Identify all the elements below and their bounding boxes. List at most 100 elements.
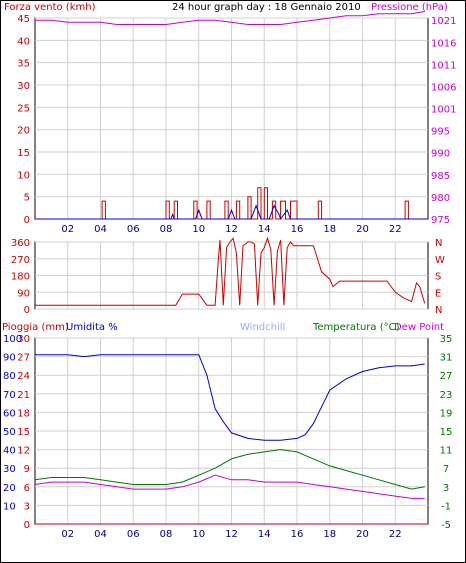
rain-tick-label: 27: [17, 353, 30, 364]
hour-tick-label: 16: [291, 529, 304, 540]
pressure-tick-label: 1016: [431, 38, 456, 49]
compass-tick-label: W: [435, 255, 445, 266]
temperature-tick-label: -5: [441, 520, 451, 531]
pressure-tick-label: 1021: [431, 16, 456, 27]
compass-tick-label: N: [435, 305, 442, 316]
rain-tick-label: 12: [17, 446, 30, 457]
rain-tick-label: 9: [24, 464, 30, 475]
rain-axis-title: Pioggia (mm): [2, 322, 69, 333]
wind-tick-label: 0: [24, 215, 30, 226]
series-line: [35, 354, 425, 441]
humidity-tick-label: 20: [3, 483, 16, 494]
wind-tick-label: 10: [17, 170, 30, 181]
hour-tick-label: 06: [127, 529, 140, 540]
rain-tick-label: 3: [24, 501, 30, 512]
rain-tick-label: 6: [24, 483, 30, 494]
rain-tick-label: 30: [17, 334, 30, 345]
hour-tick-label: 10: [192, 529, 205, 540]
chart-title: 24 hour graph day : 18 Gennaio 2010: [172, 2, 361, 13]
series-line: [35, 204, 428, 221]
direction-tick-label: 360: [11, 238, 30, 249]
hour-tick-label: 22: [389, 529, 402, 540]
humidity-tick-label: 90: [3, 353, 16, 364]
hour-tick-label: 14: [258, 529, 271, 540]
temperature-tick-label: 3: [443, 483, 449, 494]
pressure-tick-label: 980: [431, 193, 450, 204]
hour-tick-label: 10: [192, 224, 205, 235]
series-line: [35, 187, 428, 220]
hour-tick-label: 02: [61, 224, 74, 235]
rain-tick-label: 18: [17, 408, 30, 419]
wind-tick-label: 45: [17, 14, 30, 25]
hour-tick-label: 04: [94, 224, 107, 235]
direction-tick-label: 90: [17, 288, 30, 299]
temperature-tick-label: 31: [440, 353, 453, 364]
hour-tick-label: 16: [291, 224, 304, 235]
wind-tick-label: 40: [17, 36, 30, 47]
dewpoint-axis-title: Dew Point: [394, 322, 444, 333]
wind-axis-title: Forza vento (kmh): [4, 2, 96, 13]
rain-tick-label: 15: [17, 427, 30, 438]
humidity-tick-label: 100: [3, 334, 22, 345]
wind-tick-label: 25: [17, 103, 30, 114]
direction-tick-label: 270: [11, 255, 30, 266]
compass-tick-label: S: [435, 272, 441, 283]
hour-tick-label: 20: [356, 529, 369, 540]
hour-tick-label: 12: [225, 529, 238, 540]
compass-tick-label: E: [435, 288, 441, 299]
temperature-tick-label: 23: [440, 390, 453, 401]
series-line: [34, 474, 425, 499]
compass-tick-label: N: [435, 238, 442, 249]
temperature-tick-label: 15: [440, 427, 453, 438]
hour-tick-label: 14: [258, 224, 271, 235]
rain-tick-label: 24: [17, 371, 30, 382]
hour-tick-label: 18: [323, 224, 336, 235]
direction-tick-label: 0: [24, 305, 30, 316]
pressure-tick-label: 1006: [431, 82, 456, 93]
humidity-axis-title: Umidita %: [66, 322, 118, 333]
hour-tick-label: 04: [94, 529, 107, 540]
direction-tick-label: 180: [11, 272, 30, 283]
temperature-tick-label: 27: [440, 371, 453, 382]
humidity-tick-label: 50: [3, 427, 16, 438]
rain-tick-label: 0: [24, 520, 30, 531]
hour-tick-label: 22: [389, 224, 402, 235]
series-line: [35, 11, 425, 25]
humidity-tick-label: 40: [3, 446, 16, 457]
pressure-tick-label: 975: [431, 215, 450, 226]
wind-tick-label: 35: [17, 59, 30, 70]
wind-tick-label: 20: [17, 126, 30, 137]
hour-tick-label: 12: [225, 224, 238, 235]
windchill-label: Windchill: [240, 322, 285, 333]
temperature-tick-label: 7: [443, 464, 449, 475]
pressure-tick-label: 995: [431, 127, 450, 138]
humidity-tick-label: 70: [3, 390, 16, 401]
series-line: [34, 449, 425, 490]
pressure-tick-label: 990: [431, 149, 450, 160]
rain-tick-label: 21: [17, 390, 30, 401]
hour-tick-label: 08: [160, 224, 173, 235]
hour-tick-label: 02: [61, 529, 74, 540]
pressure-axis-title: Pressione (hPa): [371, 2, 448, 13]
temperature-tick-label: 11: [440, 446, 453, 457]
temperature-tick-label: 19: [440, 408, 453, 419]
pressure-tick-label: 1001: [431, 105, 456, 116]
humidity-tick-label: 80: [3, 371, 16, 382]
hour-tick-label: 18: [323, 529, 336, 540]
humidity-tick-label: 10: [3, 501, 16, 512]
wind-tick-label: 30: [17, 81, 30, 92]
temperature-axis-title: Temperatura (°C): [312, 322, 400, 333]
hour-tick-label: 08: [160, 529, 173, 540]
humidity-tick-label: 30: [3, 464, 16, 475]
temperature-tick-label: 35: [440, 334, 453, 345]
hour-tick-label: 06: [127, 224, 140, 235]
pressure-tick-label: 1011: [431, 60, 456, 71]
humidity-tick-label: 60: [3, 408, 16, 419]
wind-tick-label: 5: [24, 193, 30, 204]
temperature-tick-label: -1: [441, 501, 451, 512]
hour-tick-label: 20: [356, 224, 369, 235]
pressure-tick-label: 985: [431, 171, 450, 182]
series-line: [35, 236, 426, 306]
wind-tick-label: 15: [17, 148, 30, 159]
